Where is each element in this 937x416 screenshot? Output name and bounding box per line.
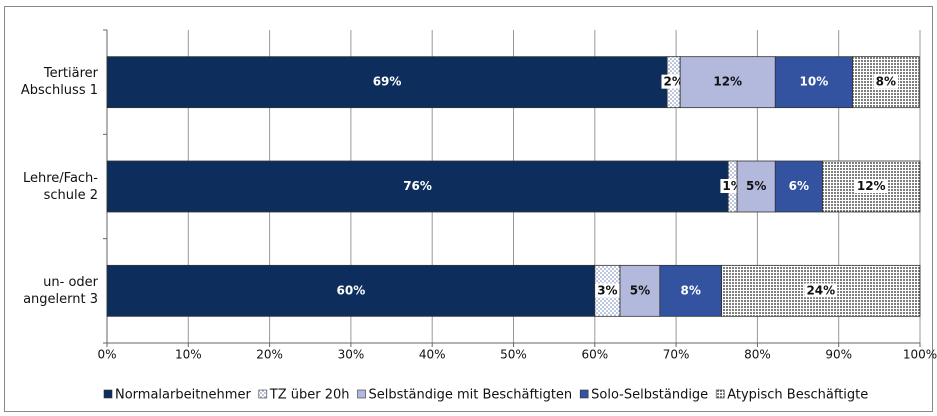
data-label: 6% (789, 179, 809, 193)
data-label: 8% (876, 75, 896, 89)
data-label: 60% (337, 283, 366, 297)
y-tick-label: un- oder angelernt 3 (23, 274, 98, 307)
data-label: 12% (713, 75, 742, 89)
legend-swatch (579, 389, 589, 399)
x-tick-label: 20% (256, 348, 283, 362)
data-label: 76% (403, 179, 432, 193)
data-label: 5% (630, 283, 650, 297)
x-tick-label: 30% (338, 348, 365, 362)
bar-segment (679, 56, 776, 109)
data-label: 2% (663, 75, 683, 89)
legend-label: Normalarbeitnehmer (115, 388, 251, 403)
data-label: 5% (746, 179, 766, 193)
legend-label: Selbständige mit Beschäftigten (369, 388, 573, 403)
x-tick-label: 90% (825, 348, 852, 362)
bar-segment (106, 160, 729, 213)
legend-swatch (258, 389, 268, 399)
bar-segment (822, 160, 921, 213)
x-tick-label: 100% (903, 348, 937, 362)
data-label-bg (804, 283, 838, 298)
bar-segment (106, 264, 596, 317)
x-tick-label: 0% (97, 348, 116, 362)
bar-segment (774, 56, 853, 109)
data-label-bg (873, 74, 899, 89)
legend-swatch (103, 389, 113, 399)
chart-frame (4, 6, 933, 412)
data-label: 3% (597, 283, 617, 297)
data-label: 8% (681, 283, 701, 297)
bar-segment (659, 264, 723, 317)
legend-swatch (715, 389, 725, 399)
x-tick-label: 60% (581, 348, 608, 362)
bar-segment (106, 56, 668, 109)
data-label-bg (854, 179, 888, 193)
data-label-bg (595, 283, 620, 298)
bar-segment (619, 264, 661, 317)
legend-label: TZ über 20h (269, 388, 350, 403)
x-tick-label: 10% (175, 348, 202, 362)
x-tick-label: 70% (663, 348, 690, 362)
bar-segment (736, 160, 776, 213)
data-label: 69% (373, 75, 402, 89)
legend-swatch (357, 389, 366, 399)
data-label: 12% (857, 179, 886, 193)
y-tick-label: Tertiärer Abschluss 1 (20, 66, 98, 99)
x-tick-label: 40% (419, 348, 446, 362)
y-tick-label: Lehre/Fach- schule 2 (22, 170, 98, 203)
bar-segment (774, 160, 823, 213)
data-label: 10% (800, 75, 829, 89)
x-tick-label: 80% (744, 348, 771, 362)
legend-label: Atypisch Beschäftigte (727, 388, 868, 403)
data-label: 24% (806, 283, 835, 297)
legend-label: Solo-Selbständige (591, 388, 708, 403)
data-label-bg (661, 74, 686, 89)
x-tick-label: 50% (500, 348, 527, 362)
